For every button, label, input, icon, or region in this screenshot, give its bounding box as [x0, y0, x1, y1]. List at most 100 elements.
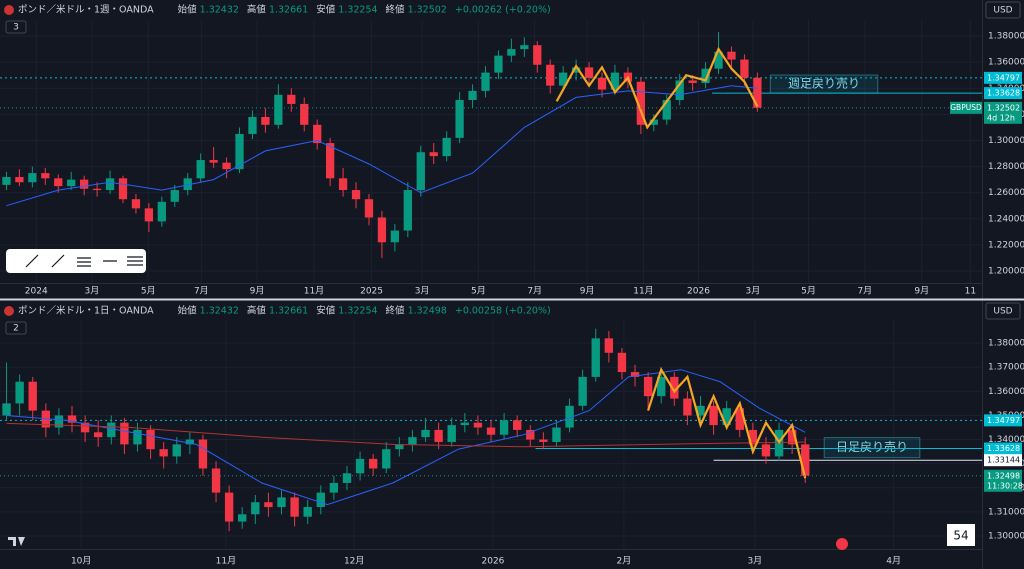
candle-body — [170, 190, 179, 202]
y-tick-label: 1.20000 — [988, 266, 1024, 276]
candle-body — [183, 178, 192, 191]
candle-body — [28, 381, 37, 411]
header-text: +0.00258 (+0.20%) — [455, 306, 551, 317]
candle-body — [15, 381, 24, 404]
series-line — [647, 367, 807, 479]
candle-body — [486, 427, 496, 435]
candle-body — [649, 119, 658, 125]
x-tick-label: 11月 — [633, 286, 653, 297]
series-line — [6, 422, 806, 448]
header-text: 1.32432 — [200, 5, 239, 16]
series-line — [6, 369, 806, 506]
y-tick-label: 1.26000 — [988, 188, 1024, 198]
candle-body — [54, 178, 63, 187]
logo-shape — [8, 537, 25, 546]
candle-body — [211, 468, 221, 493]
candle-body — [287, 94, 296, 104]
x-tick-label: 9月 — [250, 286, 265, 297]
x-tick-label: 5月 — [801, 286, 816, 297]
candle-body — [144, 208, 154, 222]
candle-body — [325, 143, 335, 179]
candle-body — [696, 405, 705, 416]
header-text: 1.32498 — [408, 306, 447, 317]
candle-body — [688, 80, 697, 84]
candle-body — [421, 429, 430, 438]
zone-label: 日足戻り売り — [836, 439, 908, 454]
candle-body — [675, 80, 684, 101]
y-tick-label: 1.38000 — [988, 32, 1024, 42]
indicator-box — [5, 321, 27, 335]
drawing-toolbar[interactable] — [6, 249, 146, 273]
event-icon[interactable] — [836, 538, 848, 550]
candle-body — [442, 137, 451, 157]
candle-body — [15, 177, 24, 183]
header-text: 安値 — [316, 305, 336, 317]
candle-body — [591, 338, 600, 377]
price-badge — [984, 414, 1022, 427]
header-text: 始値 — [178, 305, 198, 317]
counter: 54 — [953, 529, 968, 543]
currency: USD — [993, 6, 1012, 16]
currency: USD — [993, 307, 1012, 317]
currency-button[interactable] — [985, 302, 1021, 320]
x-tick-label: 12月 — [344, 556, 364, 567]
header-text: 終値 — [386, 4, 406, 16]
candle-body — [735, 408, 744, 430]
price-badge-label: 1.33628 — [987, 89, 1020, 98]
x-tick-label: 7月 — [194, 286, 209, 297]
candle-body — [683, 398, 692, 416]
x-tick-label: 11月 — [216, 556, 236, 567]
candle-body — [222, 162, 231, 170]
candle-body — [67, 179, 76, 187]
candle-body — [382, 449, 391, 469]
candle-body — [701, 68, 710, 84]
candle-body — [92, 188, 102, 191]
candle-body — [610, 72, 620, 90]
price-badge — [984, 71, 1022, 84]
candle-body — [604, 338, 614, 353]
candle-body — [303, 507, 312, 517]
candle-body — [105, 178, 115, 191]
header-text: 高値 — [247, 4, 267, 16]
x-tick-label: 9月 — [914, 286, 929, 297]
indicator-count: 3 — [13, 23, 19, 33]
candle-body — [316, 492, 325, 508]
candle-body — [2, 177, 11, 185]
price-badge — [984, 454, 1022, 467]
candle-body — [657, 376, 666, 397]
x-tick-label: 2025 — [360, 287, 383, 297]
candle-body — [429, 152, 438, 157]
x-tick-label: 2026 — [482, 557, 505, 567]
header-text: 1.32502 — [408, 5, 447, 16]
candle-body — [355, 458, 365, 474]
currency-button[interactable] — [985, 1, 1021, 19]
candle-body — [120, 422, 129, 445]
candle-body — [512, 420, 522, 430]
candle-body — [390, 230, 400, 243]
symbol-label: GBPUSD — [950, 103, 982, 112]
candle-body — [251, 502, 260, 515]
y-tick-label: 1.34000 — [988, 435, 1024, 445]
candle-body — [172, 444, 181, 457]
y-tick-label: 1.22000 — [988, 240, 1024, 250]
x-tick-label: 7月 — [527, 286, 542, 297]
x-tick-label: 2026 — [687, 287, 710, 297]
price-badge-label: 1.33144 — [987, 456, 1020, 465]
header-text: +0.00262 (+0.20%) — [455, 5, 551, 16]
candle-body — [2, 403, 11, 416]
last-price-badge — [984, 469, 1022, 492]
y-tick-label: 1.38000 — [988, 339, 1024, 349]
candle-body — [28, 173, 37, 183]
candle-body — [670, 376, 679, 399]
y-tick-label: 1.30000 — [988, 136, 1024, 146]
last-price-label: 1.32498 — [987, 471, 1020, 480]
candle-body — [342, 473, 352, 483]
candle-body — [617, 352, 627, 373]
candle-body — [473, 422, 483, 428]
header-text: 高値 — [247, 305, 267, 317]
candle-body — [131, 199, 141, 209]
candle-body — [196, 160, 205, 179]
y-tick-label: 1.37000 — [988, 363, 1024, 373]
countdown: 4d 12h — [987, 113, 1015, 122]
